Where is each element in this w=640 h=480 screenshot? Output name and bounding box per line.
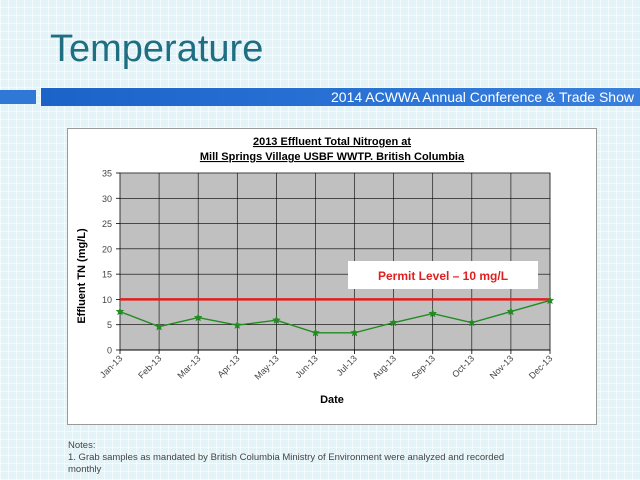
y-tick-label: 30 [102, 194, 112, 204]
x-tick-label: Dec-13 [527, 353, 555, 381]
x-tick-label: Apr-13 [216, 353, 242, 379]
y-tick-label: 25 [102, 219, 112, 229]
x-tick-label: Oct-13 [450, 353, 476, 379]
x-tick-label: Sep-13 [410, 353, 438, 381]
permit-label-box [348, 261, 538, 289]
notes-block: Notes: 1. Grab samples as mandated by Br… [68, 440, 598, 476]
conference-banner: 2014 ACWWA Annual Conference & Trade Sho… [41, 88, 640, 106]
tn-data-point [154, 321, 164, 331]
chart-title-line1: 2013 Effluent Total Nitrogen at [253, 136, 411, 148]
x-tick-label: Nov-13 [488, 353, 516, 381]
tn-data-point [428, 308, 438, 318]
y-axis-label: Effluent TN (mg/L) [76, 228, 88, 324]
tn-data-point [271, 315, 281, 324]
tn-data-point [467, 318, 477, 327]
permit-level-label: Permit Level – 10 mg/L [378, 269, 508, 283]
y-tick-label: 0 [107, 346, 112, 356]
x-tick-label: Mar-13 [175, 353, 202, 380]
notes-line-1: 1. Grab samples as mandated by British C… [68, 452, 505, 463]
y-tick-label: 5 [107, 320, 112, 330]
tn-data-point [311, 328, 320, 337]
tn-data-point [545, 295, 555, 305]
banner-accent [0, 90, 36, 104]
notes-line-2: monthly [68, 464, 102, 475]
x-tick-label: May-13 [252, 353, 280, 381]
y-tick-label: 15 [102, 270, 112, 280]
tn-data-point [506, 306, 516, 316]
y-tick-label: 10 [102, 295, 112, 305]
chart-panel: 2013 Effluent Total Nitrogen at Mill Spr… [67, 128, 597, 425]
y-tick-label: 35 [102, 169, 112, 179]
chart-title-line2: Mill Springs Village USBF WWTP. British … [200, 151, 465, 163]
x-tick-label: Feb-13 [136, 353, 163, 380]
x-tick-label: Jul-13 [335, 353, 359, 377]
y-tick-label: 20 [102, 244, 112, 254]
x-axis-label: Date [320, 394, 344, 406]
tn-data-point [350, 328, 359, 337]
x-tick-label: Jun-13 [293, 353, 320, 380]
slide-title: Temperature [50, 28, 264, 70]
tn-series-line [119, 299, 551, 334]
banner-text: 2014 ACWWA Annual Conference & Trade Sho… [331, 89, 634, 105]
notes-heading: Notes: [68, 440, 96, 451]
tn-data-point [232, 320, 242, 330]
tn-data-point [193, 312, 203, 322]
x-tick-label: Jan-13 [98, 353, 125, 380]
nitrogen-chart: 2013 Effluent Total Nitrogen at Mill Spr… [76, 136, 555, 406]
x-tick-label: Aug-13 [370, 353, 398, 381]
tn-data-point [389, 318, 399, 327]
tn-data-point [115, 306, 125, 316]
